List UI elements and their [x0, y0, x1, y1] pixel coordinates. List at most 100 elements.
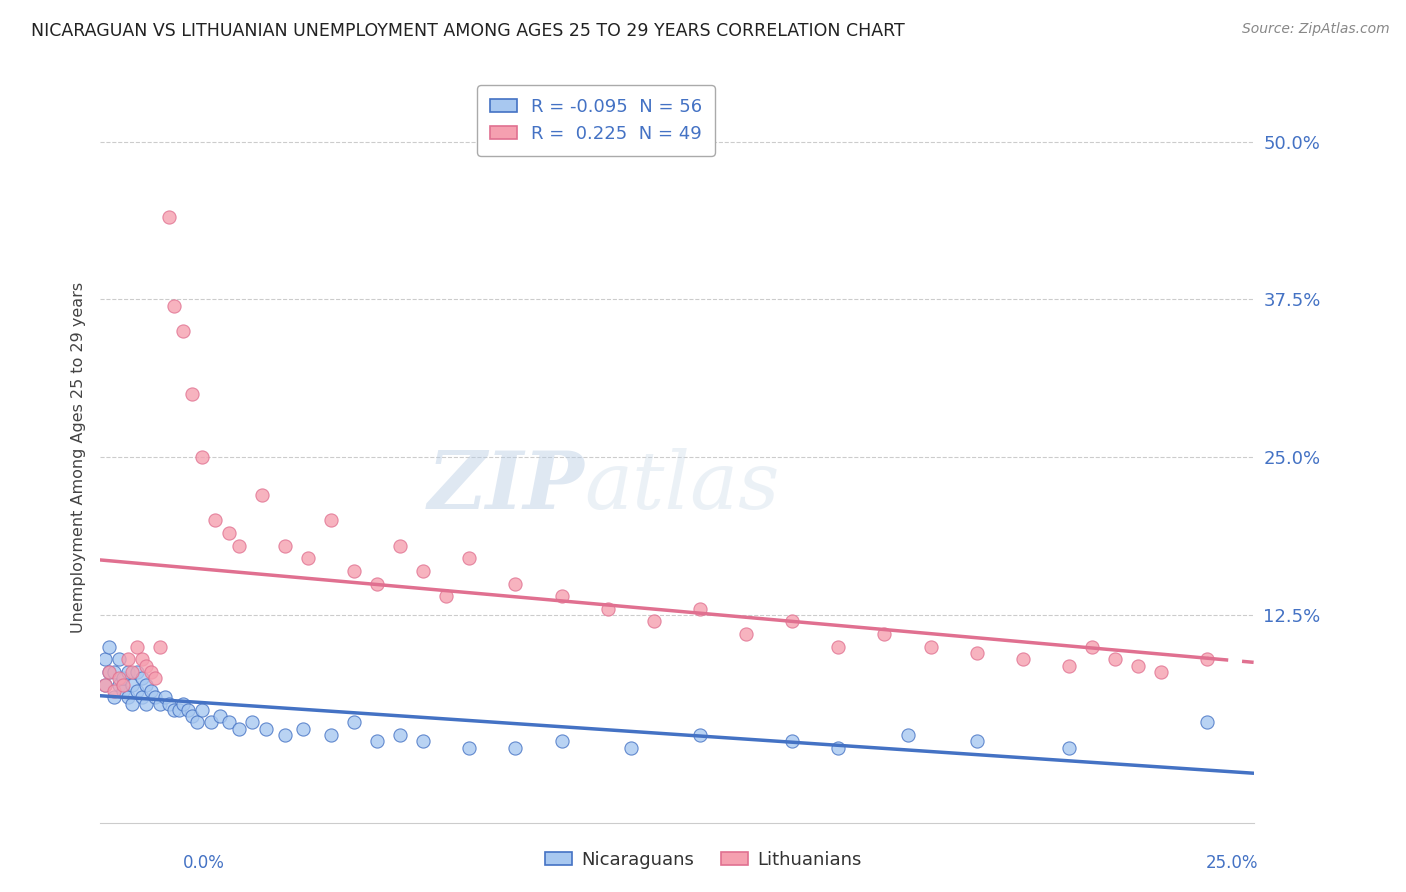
Point: [596, 602, 619, 616]
Point: [98, 665, 121, 679]
Point: [139, 665, 162, 679]
Point: [228, 722, 250, 736]
Point: [107, 677, 129, 691]
Point: [827, 740, 849, 755]
Point: [434, 589, 457, 603]
Point: [112, 677, 135, 691]
Point: [620, 740, 643, 755]
Point: [125, 640, 148, 654]
Point: [389, 539, 412, 553]
Point: [157, 211, 180, 225]
Point: [505, 576, 527, 591]
Point: [643, 615, 665, 629]
Point: [145, 690, 167, 705]
Point: [1197, 652, 1219, 666]
Point: [149, 640, 172, 654]
Point: [218, 715, 240, 730]
Point: [1128, 658, 1150, 673]
Point: [366, 734, 388, 748]
Point: [250, 488, 273, 502]
Point: [121, 665, 143, 679]
Point: [1150, 665, 1173, 679]
Point: [412, 564, 434, 578]
Point: [112, 671, 135, 685]
Point: [505, 740, 527, 755]
Point: [172, 697, 194, 711]
Point: [103, 690, 125, 705]
Point: [190, 703, 212, 717]
Point: [366, 576, 388, 591]
Point: [117, 652, 139, 666]
Point: [135, 658, 157, 673]
Point: [1104, 652, 1126, 666]
Point: [131, 652, 153, 666]
Point: [181, 709, 204, 723]
Point: [131, 690, 153, 705]
Legend: Nicaraguans, Lithuanians: Nicaraguans, Lithuanians: [537, 844, 869, 876]
Point: [177, 703, 200, 717]
Point: [172, 324, 194, 338]
Point: [458, 740, 481, 755]
Point: [1012, 652, 1035, 666]
Point: [458, 551, 481, 566]
Point: [689, 728, 711, 742]
Point: [780, 615, 803, 629]
Point: [103, 684, 125, 698]
Point: [920, 640, 942, 654]
Point: [125, 684, 148, 698]
Point: [181, 387, 204, 401]
Text: 0.0%: 0.0%: [183, 854, 225, 871]
Point: [319, 513, 342, 527]
Point: [1057, 740, 1080, 755]
Point: [218, 526, 240, 541]
Point: [125, 665, 148, 679]
Point: [93, 652, 115, 666]
Point: [167, 703, 190, 717]
Point: [186, 715, 208, 730]
Point: [242, 715, 264, 730]
Text: 25.0%: 25.0%: [1206, 854, 1258, 871]
Point: [163, 299, 186, 313]
Point: [117, 665, 139, 679]
Point: [319, 728, 342, 742]
Point: [190, 450, 212, 465]
Point: [297, 551, 319, 566]
Point: [228, 539, 250, 553]
Point: [273, 539, 295, 553]
Legend: R = -0.095  N = 56, R =  0.225  N = 49: R = -0.095 N = 56, R = 0.225 N = 49: [477, 86, 716, 156]
Text: NICARAGUAN VS LITHUANIAN UNEMPLOYMENT AMONG AGES 25 TO 29 YEARS CORRELATION CHAR: NICARAGUAN VS LITHUANIAN UNEMPLOYMENT AM…: [31, 22, 904, 40]
Point: [1081, 640, 1104, 654]
Point: [689, 602, 711, 616]
Point: [209, 709, 232, 723]
Point: [896, 728, 918, 742]
Point: [153, 690, 176, 705]
Point: [103, 665, 125, 679]
Point: [157, 697, 180, 711]
Text: Source: ZipAtlas.com: Source: ZipAtlas.com: [1241, 22, 1389, 37]
Point: [93, 677, 115, 691]
Y-axis label: Unemployment Among Ages 25 to 29 years: Unemployment Among Ages 25 to 29 years: [72, 282, 86, 632]
Point: [107, 652, 129, 666]
Point: [200, 715, 222, 730]
Point: [292, 722, 315, 736]
Point: [121, 677, 143, 691]
Point: [149, 697, 172, 711]
Point: [254, 722, 277, 736]
Point: [117, 690, 139, 705]
Point: [131, 671, 153, 685]
Point: [107, 671, 129, 685]
Point: [163, 703, 186, 717]
Point: [204, 513, 226, 527]
Point: [1197, 715, 1219, 730]
Point: [550, 734, 572, 748]
Point: [273, 728, 295, 742]
Point: [412, 734, 434, 748]
Point: [343, 564, 366, 578]
Point: [827, 640, 849, 654]
Text: ZIP: ZIP: [427, 448, 585, 525]
Point: [145, 671, 167, 685]
Point: [121, 697, 143, 711]
Point: [139, 684, 162, 698]
Point: [343, 715, 366, 730]
Point: [389, 728, 412, 742]
